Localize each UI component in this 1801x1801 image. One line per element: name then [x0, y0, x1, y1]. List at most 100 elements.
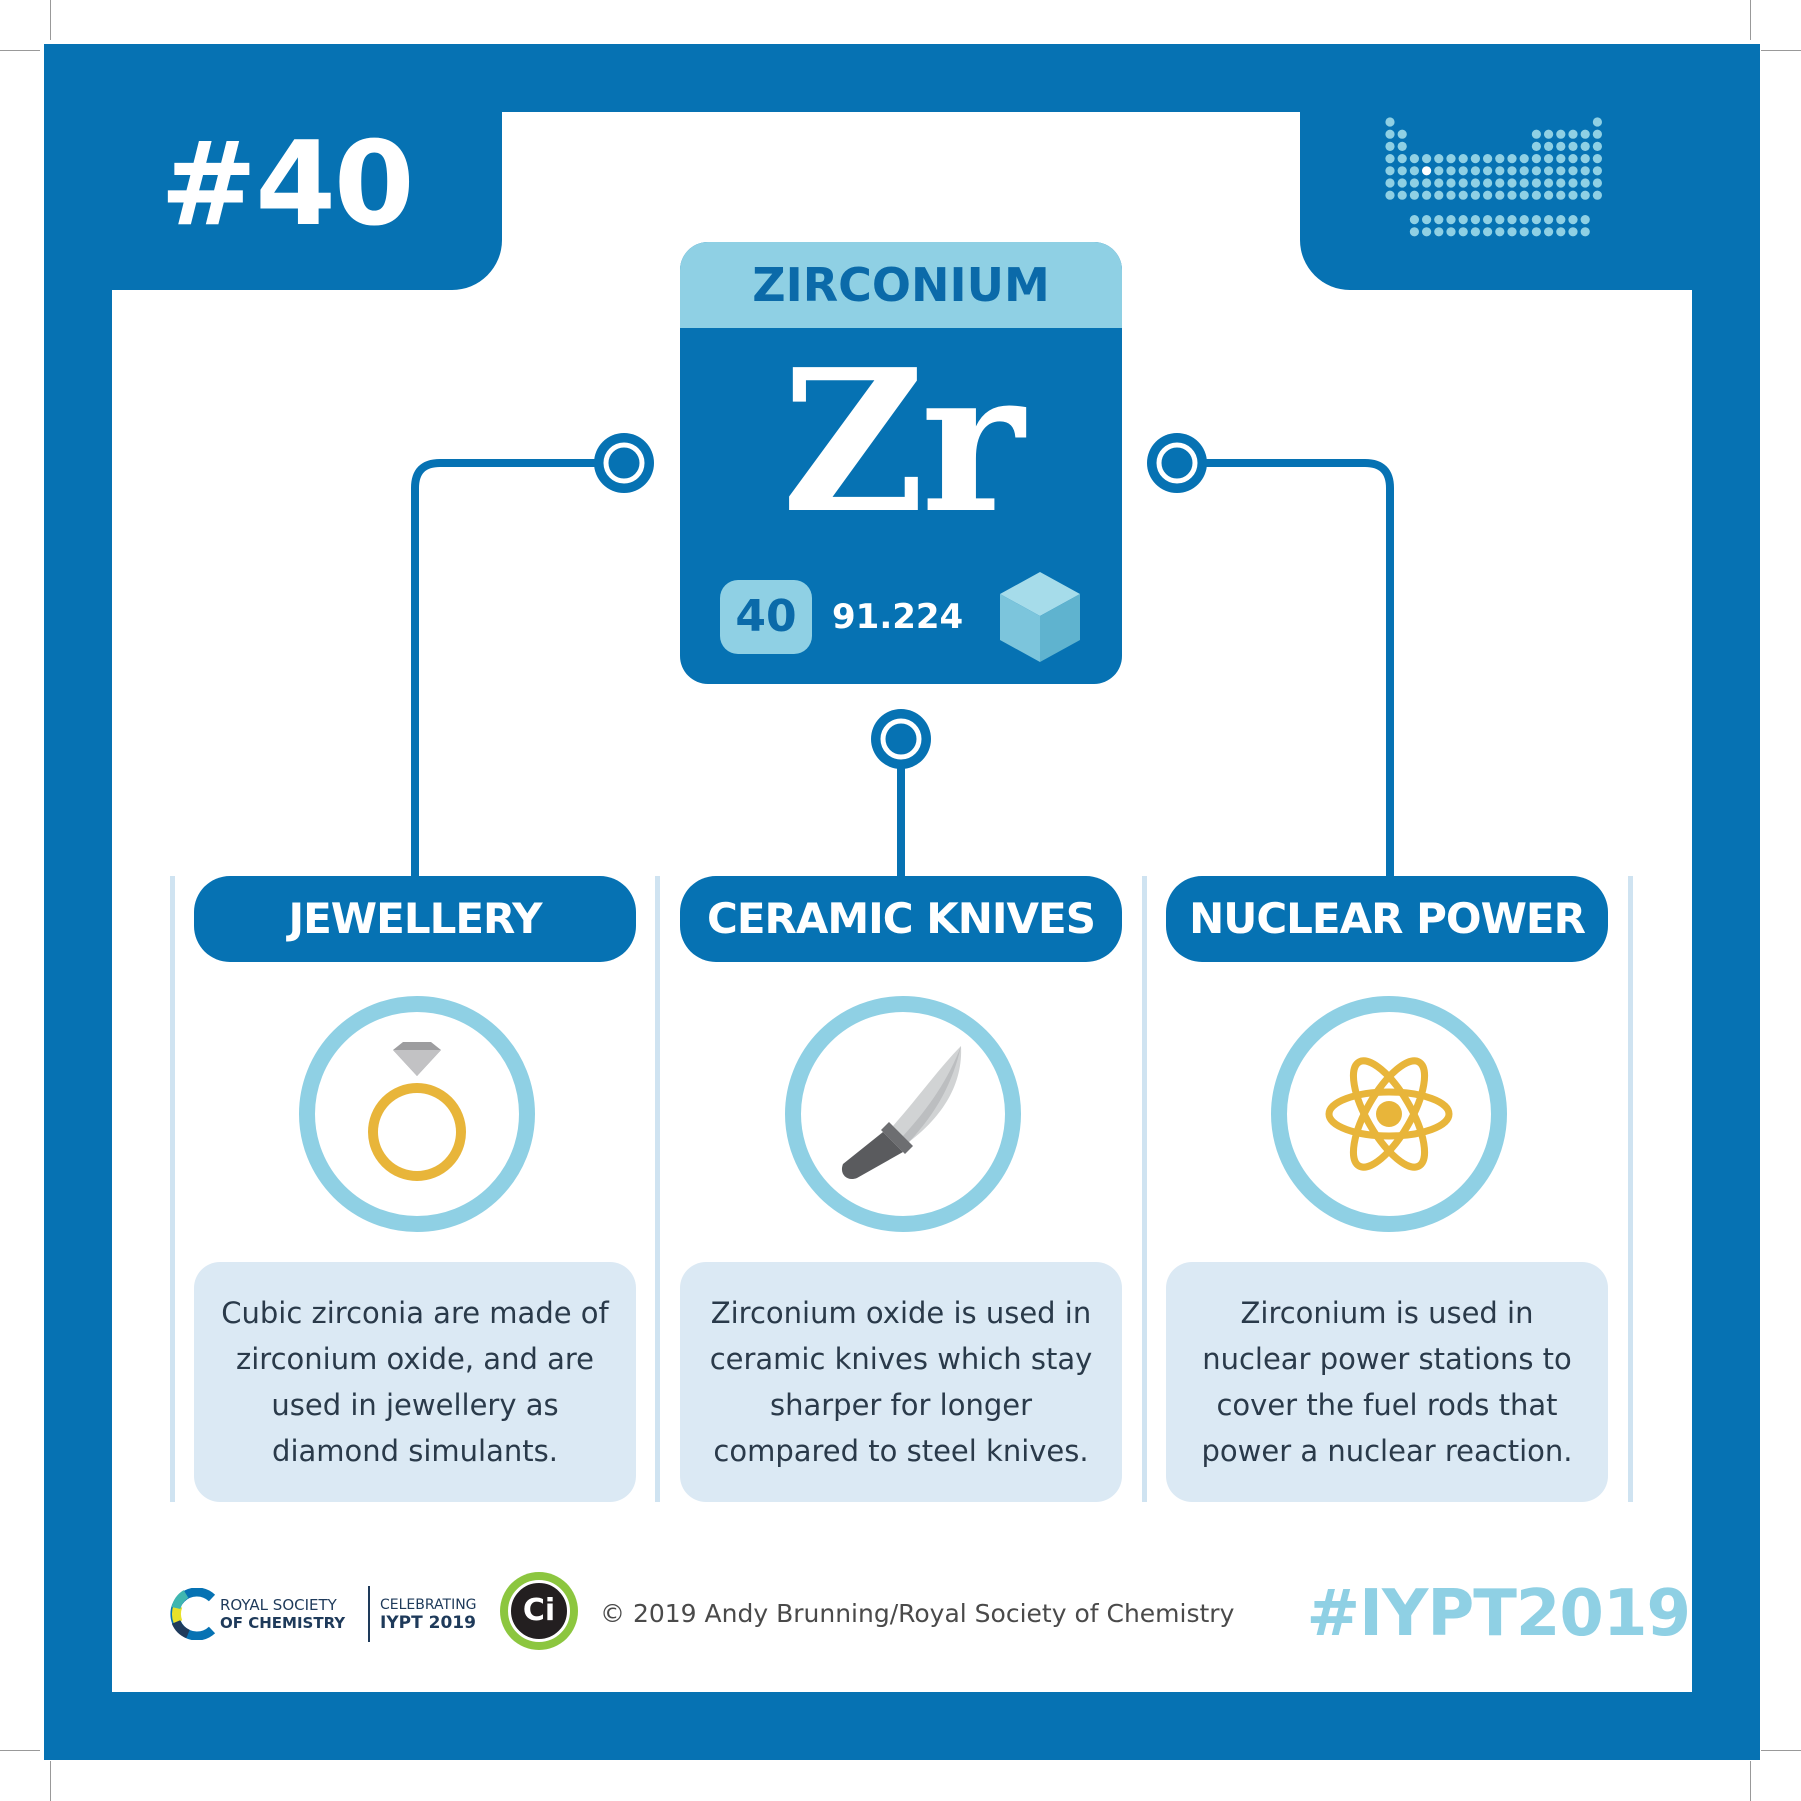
periodic-table-dot: [1434, 227, 1444, 237]
use-title-ceramic-knives: CERAMIC KNIVES: [680, 876, 1122, 962]
periodic-table-dot: [1483, 178, 1493, 188]
periodic-table-dot: [1580, 215, 1590, 225]
ci-logo-inner: Ci: [508, 1580, 570, 1642]
periodic-table-dot: [1568, 215, 1578, 225]
periodic-table-dot: [1544, 166, 1554, 176]
periodic-table-dot: [1458, 190, 1468, 200]
periodic-table-dot: [1544, 227, 1554, 237]
periodic-table-dot: [1556, 215, 1566, 225]
periodic-table-dot: [1385, 190, 1395, 200]
periodic-table-dot: [1397, 166, 1407, 176]
periodic-table-dot: [1434, 190, 1444, 200]
periodic-table-dot: [1409, 215, 1419, 225]
periodic-table-dot: [1531, 178, 1541, 188]
periodic-table-dot: [1592, 117, 1602, 127]
periodic-table-dot: [1397, 141, 1407, 151]
periodic-table-dot: [1409, 154, 1419, 164]
crop-mark: [50, 0, 51, 40]
periodic-table-dot: [1544, 129, 1554, 139]
periodic-table-dot: [1434, 166, 1444, 176]
periodic-table-dot: [1397, 129, 1407, 139]
logo-separator: [368, 1586, 370, 1642]
periodic-table-dot: [1507, 190, 1517, 200]
cube-icon: [1000, 572, 1080, 662]
periodic-table-dot: [1434, 178, 1444, 188]
periodic-table-dot: [1470, 190, 1480, 200]
periodic-table-dot: [1397, 178, 1407, 188]
nuclear-icon-circle: [1271, 996, 1507, 1232]
periodic-table-dot: [1580, 154, 1590, 164]
crop-mark: [1761, 50, 1801, 51]
periodic-table-dot: [1409, 178, 1419, 188]
periodic-table-dot: [1568, 154, 1578, 164]
periodic-table-dot: [1592, 190, 1602, 200]
periodic-table-dot: [1531, 141, 1541, 151]
periodic-table-dot: [1592, 129, 1602, 139]
use-description-box: Cubic zirconia are made of zirconium oxi…: [194, 1262, 636, 1502]
copyright-text: © 2019 Andy Brunning/Royal Society of Ch…: [600, 1599, 1235, 1628]
hashtag: #IYPT2019: [1306, 1577, 1691, 1651]
periodic-table-dot: [1580, 166, 1590, 176]
number-tab: [112, 112, 502, 290]
column-divider: [655, 876, 660, 1502]
rsc-logo-text: ROYAL SOCIETY OF CHEMISTRY: [220, 1596, 360, 1636]
element-symbol: Zr: [781, 327, 1024, 557]
periodic-table-dot: [1470, 154, 1480, 164]
periodic-table-dot: [1422, 154, 1432, 164]
periodic-table-dot: [1409, 166, 1419, 176]
periodic-table-dot: [1434, 215, 1444, 225]
periodic-table-dot: [1556, 141, 1566, 151]
periodic-table-dot: [1495, 178, 1505, 188]
periodic-table-dot: [1446, 178, 1456, 188]
periodic-table-dot: [1507, 215, 1517, 225]
periodic-table-dot: [1422, 178, 1432, 188]
celebrating-text: CELEBRATING IYPT 2019: [380, 1596, 490, 1636]
periodic-table-dot: [1568, 178, 1578, 188]
crop-mark: [0, 1750, 40, 1751]
periodic-table-dot: [1519, 227, 1529, 237]
crop-mark: [1761, 1750, 1801, 1751]
periodic-table-dot: [1446, 215, 1456, 225]
periodic-table-dot: [1568, 141, 1578, 151]
periodic-table-dot: [1531, 154, 1541, 164]
rsc-line-1: ROYAL SOCIETY: [220, 1596, 337, 1614]
periodic-table-dot: [1422, 166, 1432, 176]
knife-icon: [841, 1046, 962, 1180]
use-title-jewellery: JEWELLERY: [194, 876, 636, 962]
periodic-table-dot: [1409, 227, 1419, 237]
periodic-table-dot: [1470, 227, 1480, 237]
periodic-table-dot: [1458, 227, 1468, 237]
periodic-table-dot: [1507, 178, 1517, 188]
periodic-table-dot: [1556, 227, 1566, 237]
periodic-table-dot: [1397, 154, 1407, 164]
use-title-nuclear-power: NUCLEAR POWER: [1166, 876, 1608, 962]
periodic-table-dot: [1544, 178, 1554, 188]
celebrating-line-2: IYPT 2019: [380, 1613, 476, 1633]
element-number-heading: #40: [160, 117, 415, 252]
periodic-table-dot: [1592, 166, 1602, 176]
periodic-table-dot: [1495, 154, 1505, 164]
periodic-table-dot: [1556, 129, 1566, 139]
periodic-table-dot: [1556, 154, 1566, 164]
periodic-table-dot: [1495, 215, 1505, 225]
periodic-table-dot: [1568, 129, 1578, 139]
periodic-table-dot: [1470, 215, 1480, 225]
periodic-table-dot: [1544, 190, 1554, 200]
periodic-table-dot: [1483, 215, 1493, 225]
periodic-table-dot: [1568, 166, 1578, 176]
ci-logo: Ci: [500, 1572, 578, 1650]
periodic-table-dot: [1470, 166, 1480, 176]
column-divider: [1142, 876, 1147, 1502]
periodic-table-dot: [1495, 166, 1505, 176]
periodic-table-dot: [1422, 215, 1432, 225]
periodic-table-dot: [1580, 178, 1590, 188]
periodic-table-dot: [1446, 154, 1456, 164]
crop-mark: [1750, 0, 1751, 40]
periodic-table-dot: [1495, 190, 1505, 200]
periodic-table-dot: [1519, 215, 1529, 225]
periodic-table-dot: [1483, 190, 1493, 200]
column-divider: [170, 876, 175, 1502]
periodic-table-dot: [1385, 154, 1395, 164]
periodic-table-dot: [1519, 178, 1529, 188]
